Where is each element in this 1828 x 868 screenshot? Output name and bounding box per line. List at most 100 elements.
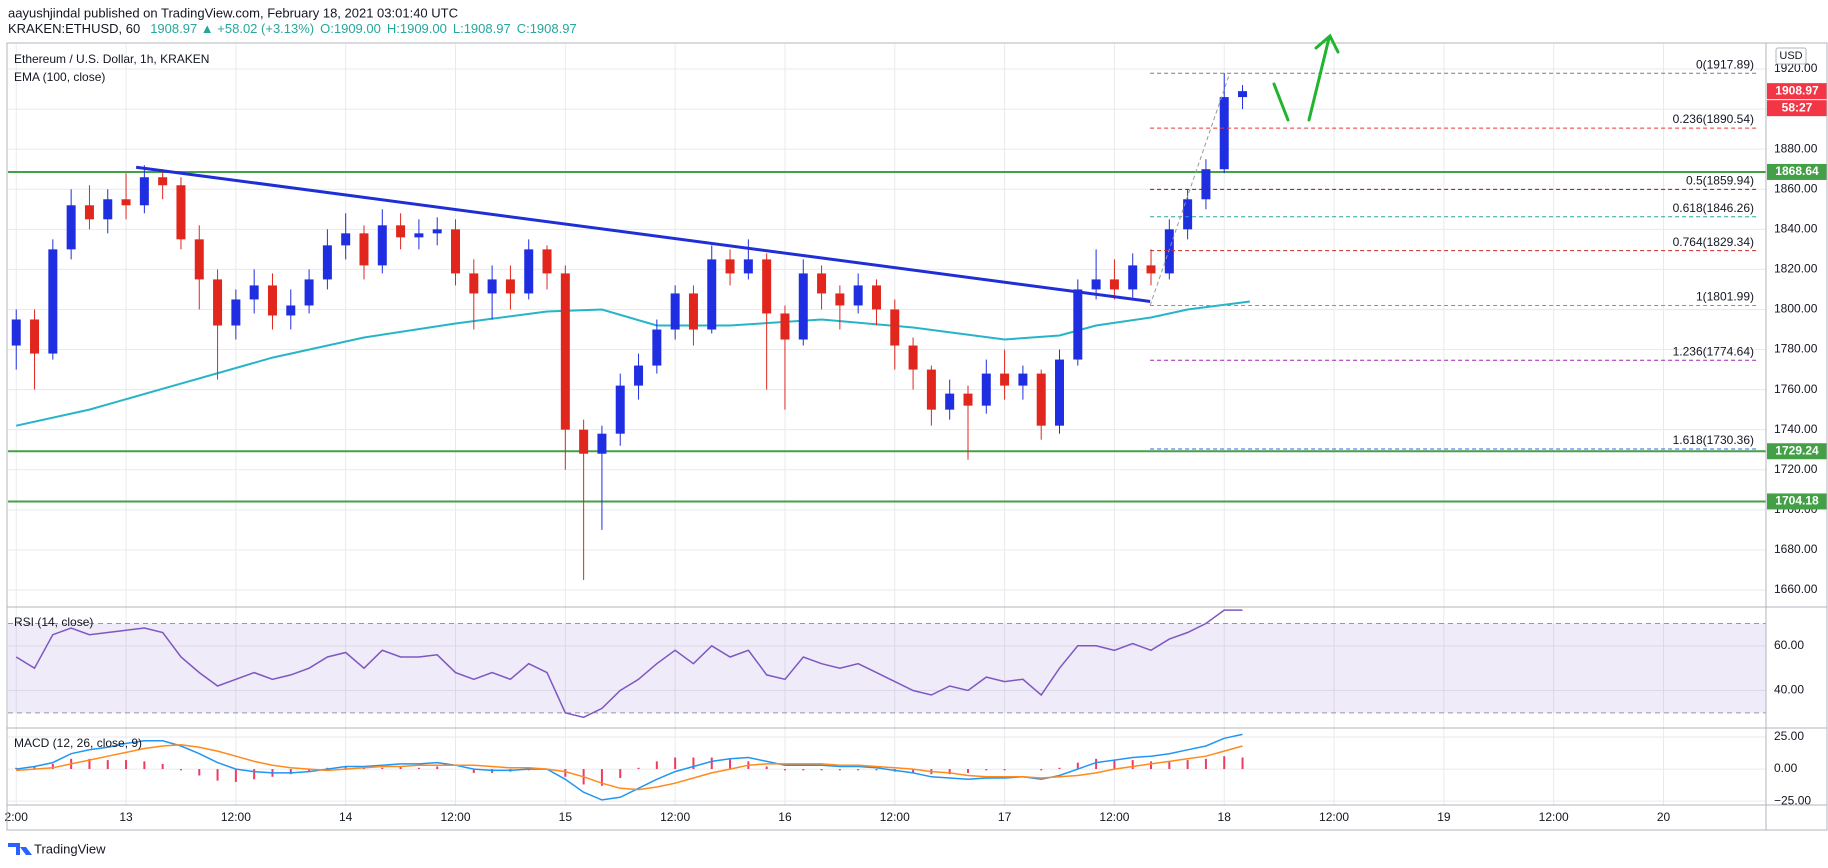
rsi-band (8, 623, 1766, 713)
candle-body (725, 259, 735, 274)
macd-histogram-bar (802, 769, 805, 771)
x-tick-label: 12:00 (1099, 810, 1129, 824)
macd-histogram-bar (88, 758, 91, 770)
fib-label: 0(1917.89) (1696, 57, 1754, 71)
candle-body (945, 393, 955, 410)
candle-body (1183, 199, 1193, 230)
y-tick-label: 1760.00 (1774, 382, 1818, 396)
candle-body (11, 319, 21, 346)
brand: TradingView (34, 841, 106, 856)
candle-body (871, 285, 881, 310)
macd-histogram-bar (838, 769, 841, 771)
x-tick-label: 12:00 (1539, 810, 1569, 824)
y-tick-label: 1800.00 (1774, 302, 1818, 316)
candle-body (103, 199, 113, 220)
x-tick-label: 12:00 (880, 810, 910, 824)
level-label-box (1767, 443, 1827, 460)
candle-body (267, 285, 277, 316)
candle-body (542, 249, 552, 274)
pane-title: MACD (12, 26, close, 9) (14, 736, 142, 750)
candle-body (615, 385, 625, 434)
macd-histogram-bar (619, 769, 622, 779)
candle-body (66, 205, 76, 250)
macd-histogram-bar (674, 757, 677, 770)
candle-body (762, 259, 772, 314)
macd-histogram-bar (436, 766, 439, 770)
fib-label: 0.5(1859.94) (1686, 174, 1754, 188)
candle-body (487, 279, 497, 294)
macd-line (16, 743, 1243, 791)
fib-label: 1.618(1730.36) (1673, 433, 1754, 447)
last-price-box (1767, 83, 1827, 100)
candle-body (963, 393, 973, 406)
macd-histogram-bar (710, 757, 713, 770)
candle-body (1018, 373, 1028, 386)
countdown-box (1767, 100, 1827, 117)
macd-histogram-bar (125, 760, 128, 770)
level-label-box (1767, 493, 1827, 510)
currency-box (1775, 47, 1807, 65)
macd-histogram-bar (234, 769, 237, 782)
annotation-arrow (1272, 33, 1340, 122)
macd-histogram-bar (875, 769, 878, 771)
macd-histogram-bar (1223, 756, 1226, 770)
x-tick-label: 12:00 (1319, 810, 1349, 824)
macd-histogram-bar (179, 769, 182, 771)
macd-histogram-bar (161, 763, 164, 770)
candle-body (835, 293, 845, 306)
candle-body (817, 273, 827, 294)
macd-histogram-bar (820, 769, 823, 771)
candle-body (1036, 373, 1046, 426)
x-tick-label: 20 (1657, 810, 1671, 824)
candle-body (597, 433, 607, 454)
pane-title: Ethereum / U.S. Dollar, 1h, KRAKEN (14, 52, 209, 66)
candle-body (1109, 279, 1119, 290)
candle-body (213, 279, 223, 326)
candle-body (231, 299, 241, 326)
macd-histogram-bar (966, 769, 969, 773)
candle-body (84, 205, 94, 220)
candle-body (414, 233, 424, 238)
publish-info: aayushjindal published on TradingView.co… (8, 5, 458, 20)
level-label-box (1767, 163, 1827, 180)
macd-histogram-bar (729, 758, 732, 770)
candle-body (286, 305, 296, 316)
pane-title: RSI (14, close) (14, 615, 93, 629)
macd-histogram-bar (1241, 757, 1244, 770)
candle-body (30, 319, 40, 354)
candle-body (432, 229, 442, 234)
candle-body (48, 249, 58, 354)
macd-histogram-bar (1204, 758, 1207, 770)
candle-body (908, 345, 918, 370)
macd-histogram-bar (289, 769, 292, 775)
macd-histogram-bar (1058, 767, 1061, 770)
macd-histogram-bar (143, 761, 146, 770)
y-tick-label: 1740.00 (1774, 422, 1818, 436)
last-price: 1908.97 (1775, 83, 1819, 97)
x-tick-label: 2:00 (5, 810, 29, 824)
y-tick-label: 1680.00 (1774, 542, 1818, 556)
brand-logo (8, 843, 32, 855)
macd-histogram-bar (1150, 761, 1153, 770)
fib-label: 0.236(1890.54) (1673, 112, 1754, 126)
ohlc-low: L:1908.97 (453, 21, 511, 36)
candle-body (890, 309, 900, 346)
candle-body (926, 369, 936, 410)
candle-body (634, 365, 644, 386)
y-tick-label: 1780.00 (1774, 342, 1818, 356)
candle-body (359, 233, 369, 266)
trend-line (135, 165, 1151, 303)
macd-histogram-bar (399, 766, 402, 770)
countdown: 58:27 (1782, 100, 1813, 114)
candle-body (1164, 229, 1174, 274)
candle-body (158, 177, 168, 186)
candle-body (524, 249, 534, 294)
candle-body (451, 229, 461, 274)
macd-histogram-bar (344, 766, 347, 770)
candle-body (780, 313, 790, 340)
candle-body (176, 185, 186, 240)
candle-body (1238, 91, 1248, 98)
macd-histogram-bar (948, 769, 951, 775)
macd-histogram-bar (1040, 769, 1043, 771)
candle-body (121, 199, 131, 206)
